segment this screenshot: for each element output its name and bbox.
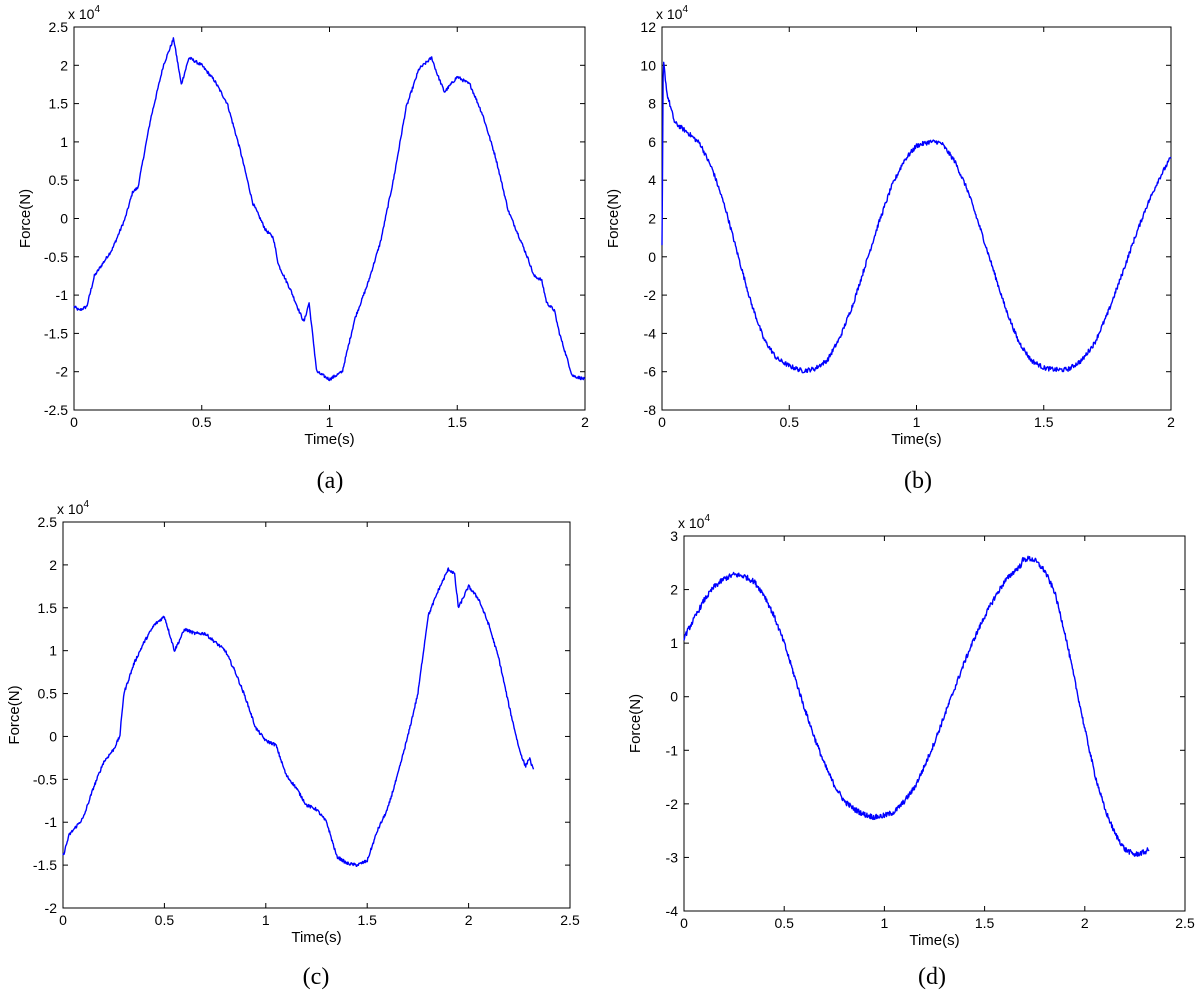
- y-axis-label: Force(N): [17, 189, 34, 248]
- y-multiplier: x 10: [678, 515, 705, 531]
- y-tick-label: 2: [670, 582, 678, 598]
- x-tick-label: 2.5: [560, 912, 580, 928]
- y-axis-label: Force(N): [6, 685, 23, 744]
- y-tick-label: 1.5: [49, 96, 69, 112]
- y-tick-label: 0: [49, 728, 57, 744]
- y-axis-label: Force(N): [627, 694, 644, 753]
- y-exponent: 4: [704, 513, 710, 524]
- panel-caption: (c): [303, 964, 330, 990]
- x-tick-label: 1: [881, 915, 889, 931]
- y-exponent-label: x 104: [656, 4, 688, 22]
- y-tick-label: 3: [670, 528, 678, 544]
- y-tick-label: 12: [640, 19, 656, 35]
- x-tick-label: 1.5: [1034, 414, 1054, 430]
- y-tick-label: 1: [670, 635, 678, 651]
- x-axis-label: Time(s): [909, 932, 959, 949]
- x-tick-label: 0: [59, 912, 67, 928]
- y-tick-label: 2: [60, 57, 68, 73]
- y-tick-label: 0: [60, 211, 68, 227]
- y-tick-label: -2.5: [44, 402, 68, 418]
- y-multiplier: x 10: [656, 6, 683, 22]
- x-tick-label: 2: [1081, 915, 1089, 931]
- y-tick-label: 8: [648, 96, 656, 112]
- y-tick-label: 0: [648, 249, 656, 265]
- y-tick-label: 2: [648, 211, 656, 227]
- x-tick-label: 0.5: [155, 912, 175, 928]
- y-multiplier: x 10: [57, 501, 84, 517]
- plot-frame: [73, 26, 586, 411]
- x-tick-label: 2.5: [1175, 915, 1195, 931]
- y-tick-label: 0: [670, 689, 678, 705]
- y-tick-label: -8: [644, 402, 657, 418]
- y-tick-label: 0.5: [49, 172, 69, 188]
- x-tick-label: 0: [658, 414, 666, 430]
- y-tick-label: 4: [648, 172, 656, 188]
- y-tick-label: 1: [60, 134, 68, 150]
- y-multiplier: x 10: [68, 6, 95, 22]
- x-tick-label: 1: [913, 414, 921, 430]
- panel-caption: (a): [317, 468, 344, 494]
- y-exponent-label: x 104: [678, 513, 710, 531]
- chart-panel-3: 0 0.5 1 1.5 2 2.5-2-1.5-1-0.500.511.522.5x 10…: [6, 499, 580, 990]
- y-tick-label: -3: [666, 849, 679, 865]
- chart-panel-1: 0 0.5 1 1.5 2 -2.5 -2 -1.5 -1 -0.5 0 0.5 1 1.5 2 2.5x 1…: [17, 4, 589, 494]
- y-exponent: 4: [94, 4, 100, 15]
- force-series-line: [661, 61, 1172, 374]
- x-tick-label: 2: [1167, 414, 1175, 430]
- y-tick-label: -0.5: [44, 249, 68, 265]
- y-tick-label: -1: [45, 814, 58, 830]
- y-exponent: 4: [83, 499, 89, 510]
- x-axis-label: Time(s): [304, 431, 354, 448]
- x-tick-label: 0.5: [774, 915, 794, 931]
- x-tick-label: 1.5: [448, 414, 468, 430]
- x-tick-label: 2: [581, 414, 589, 430]
- plot-frame: [661, 26, 1172, 411]
- y-exponent: 4: [682, 4, 688, 15]
- y-tick-label: 2: [49, 557, 57, 573]
- y-tick-label: 10: [640, 57, 656, 73]
- x-tick-label: 2: [465, 912, 473, 928]
- x-tick-label: 1: [326, 414, 334, 430]
- y-tick-label: 2.5: [38, 514, 58, 530]
- x-tick-label: 1: [262, 912, 270, 928]
- force-series-line: [62, 567, 535, 867]
- x-tick-label: 0.5: [780, 414, 800, 430]
- y-tick-label: -4: [644, 325, 657, 341]
- plot-frame: [683, 535, 1186, 912]
- y-tick-label: 0.5: [38, 686, 58, 702]
- y-tick-label: -2: [45, 900, 58, 916]
- chart-panel-4: 0 0.5 1 1.5 2 2.5 -4 -3 -2 -1 0 1 2 3x 104 Time(s) Forc…: [627, 513, 1195, 990]
- y-axis-label: Force(N): [605, 189, 622, 248]
- plot-frame: [62, 521, 571, 909]
- y-tick-label: -2: [56, 364, 69, 380]
- force-series-line: [73, 37, 586, 382]
- y-tick-label: -1.5: [33, 857, 57, 873]
- x-tick-label: 0: [680, 915, 688, 931]
- y-tick-label: -2: [644, 287, 657, 303]
- x-tick-label: 1.5: [975, 915, 995, 931]
- panel-caption: (b): [904, 468, 932, 494]
- y-tick-label: -6: [644, 364, 657, 380]
- x-tick-label: 0: [70, 414, 78, 430]
- y-tick-label: -0.5: [33, 771, 57, 787]
- y-tick-label: -1: [56, 287, 69, 303]
- x-axis-label: Time(s): [291, 929, 341, 946]
- y-tick-label: 1.5: [38, 600, 58, 616]
- y-tick-label: -4: [666, 903, 679, 919]
- panel-caption: (d): [918, 964, 946, 990]
- x-axis-label: Time(s): [891, 431, 941, 448]
- y-tick-label: -1: [666, 742, 679, 758]
- y-tick-label: 2.5: [49, 19, 69, 35]
- y-tick-label: -1.5: [44, 325, 68, 341]
- x-tick-label: 1.5: [357, 912, 377, 928]
- y-tick-label: 6: [648, 134, 656, 150]
- force-series-line: [683, 555, 1150, 857]
- y-tick-label: 1: [49, 643, 57, 659]
- x-tick-label: 0.5: [192, 414, 212, 430]
- y-tick-label: -2: [666, 796, 679, 812]
- y-exponent-label: x 104: [68, 4, 100, 22]
- y-exponent-label: x 104: [57, 499, 89, 517]
